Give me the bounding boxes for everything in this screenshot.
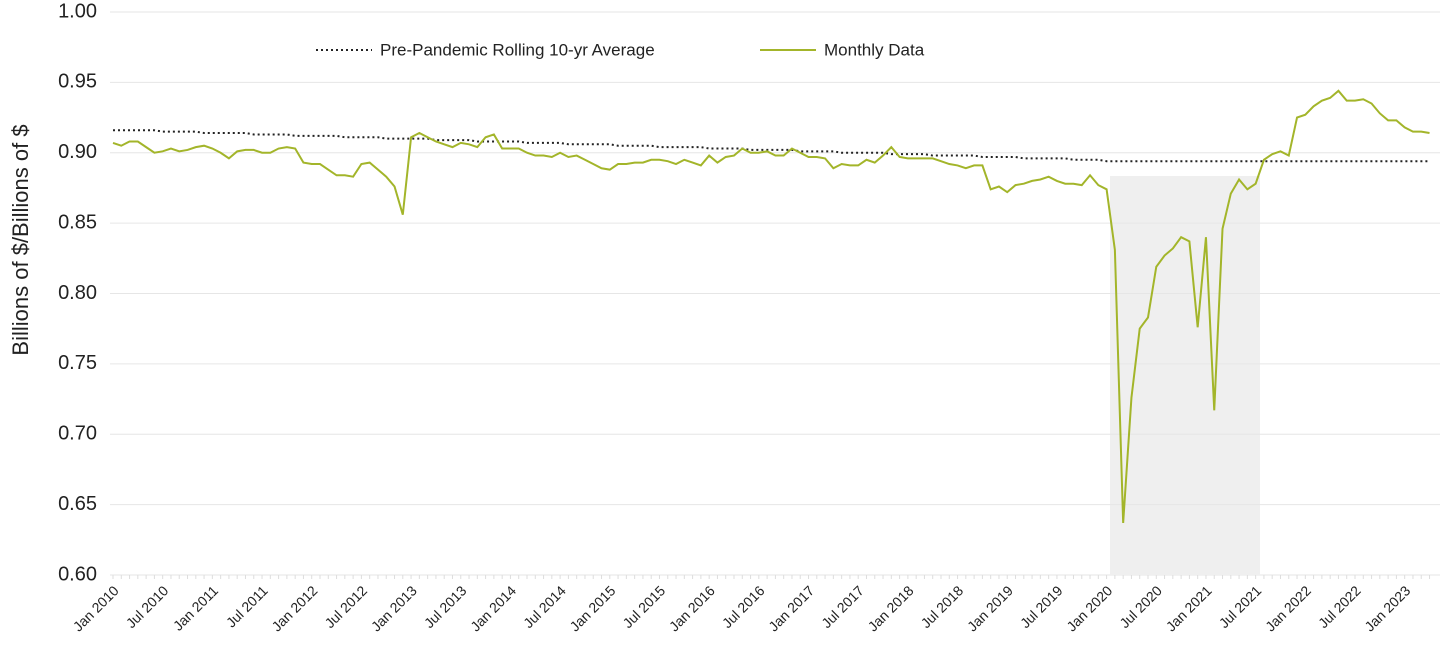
x-tick-label: Jul 2012 [321, 582, 370, 631]
x-tick-label: Jul 2018 [918, 582, 967, 631]
y-tick-label: 0.65 [58, 493, 97, 515]
series-line [112, 89, 1430, 523]
x-tick-label: Jan 2013 [368, 582, 420, 634]
y-tick-label: 0.70 [58, 423, 97, 445]
x-tick-label: Jul 2022 [1315, 582, 1364, 631]
x-tick-label: Jul 2017 [818, 582, 867, 631]
x-tick-label: Jan 2020 [1063, 582, 1115, 634]
y-tick-label: 0.95 [58, 71, 97, 93]
series-line [113, 129, 1430, 163]
y-tick-label: 0.80 [58, 282, 97, 304]
x-tick-label: Jul 2021 [1216, 582, 1265, 631]
x-tick-label: Jul 2011 [223, 582, 271, 630]
x-tick-label: Jan 2011 [170, 582, 221, 633]
y-tick-label: 0.60 [58, 563, 97, 585]
x-tick-label: Jan 2022 [1262, 582, 1314, 634]
x-tick-label: Jan 2016 [666, 582, 718, 634]
y-tick-label: 0.75 [58, 352, 97, 374]
y-axis-title: Billions of $/Billions of $ [8, 124, 33, 355]
y-tick-label: 0.90 [58, 141, 97, 163]
x-tick-label: Jul 2015 [619, 582, 668, 631]
x-tick-label: Jul 2013 [421, 582, 470, 631]
x-tick-label: Jul 2019 [1017, 582, 1066, 631]
x-tick-label: Jan 2019 [964, 582, 1016, 634]
legend-label: Monthly Data [824, 40, 925, 59]
highlight-region [1110, 176, 1260, 575]
x-tick-label: Jan 2021 [1163, 582, 1215, 634]
y-tick-label: 1.00 [58, 0, 97, 22]
y-tick-label: 0.85 [58, 211, 97, 233]
x-tick-label: Jan 2018 [865, 582, 917, 634]
x-tick-label: Jul 2010 [123, 582, 172, 631]
x-tick-label: Jan 2017 [765, 582, 817, 634]
x-tick-label: Jan 2015 [566, 582, 618, 634]
x-tick-label: Jul 2020 [1116, 582, 1165, 631]
x-tick-label: Jan 2014 [467, 582, 519, 634]
x-tick-label: Jul 2014 [520, 582, 569, 631]
x-tick-label: Jan 2012 [268, 582, 320, 634]
x-tick-label: Jul 2016 [719, 582, 768, 631]
legend-label: Pre-Pandemic Rolling 10-yr Average [380, 40, 655, 59]
x-tick-label: Jan 2023 [1361, 582, 1413, 634]
x-tick-label: Jan 2010 [70, 582, 122, 634]
